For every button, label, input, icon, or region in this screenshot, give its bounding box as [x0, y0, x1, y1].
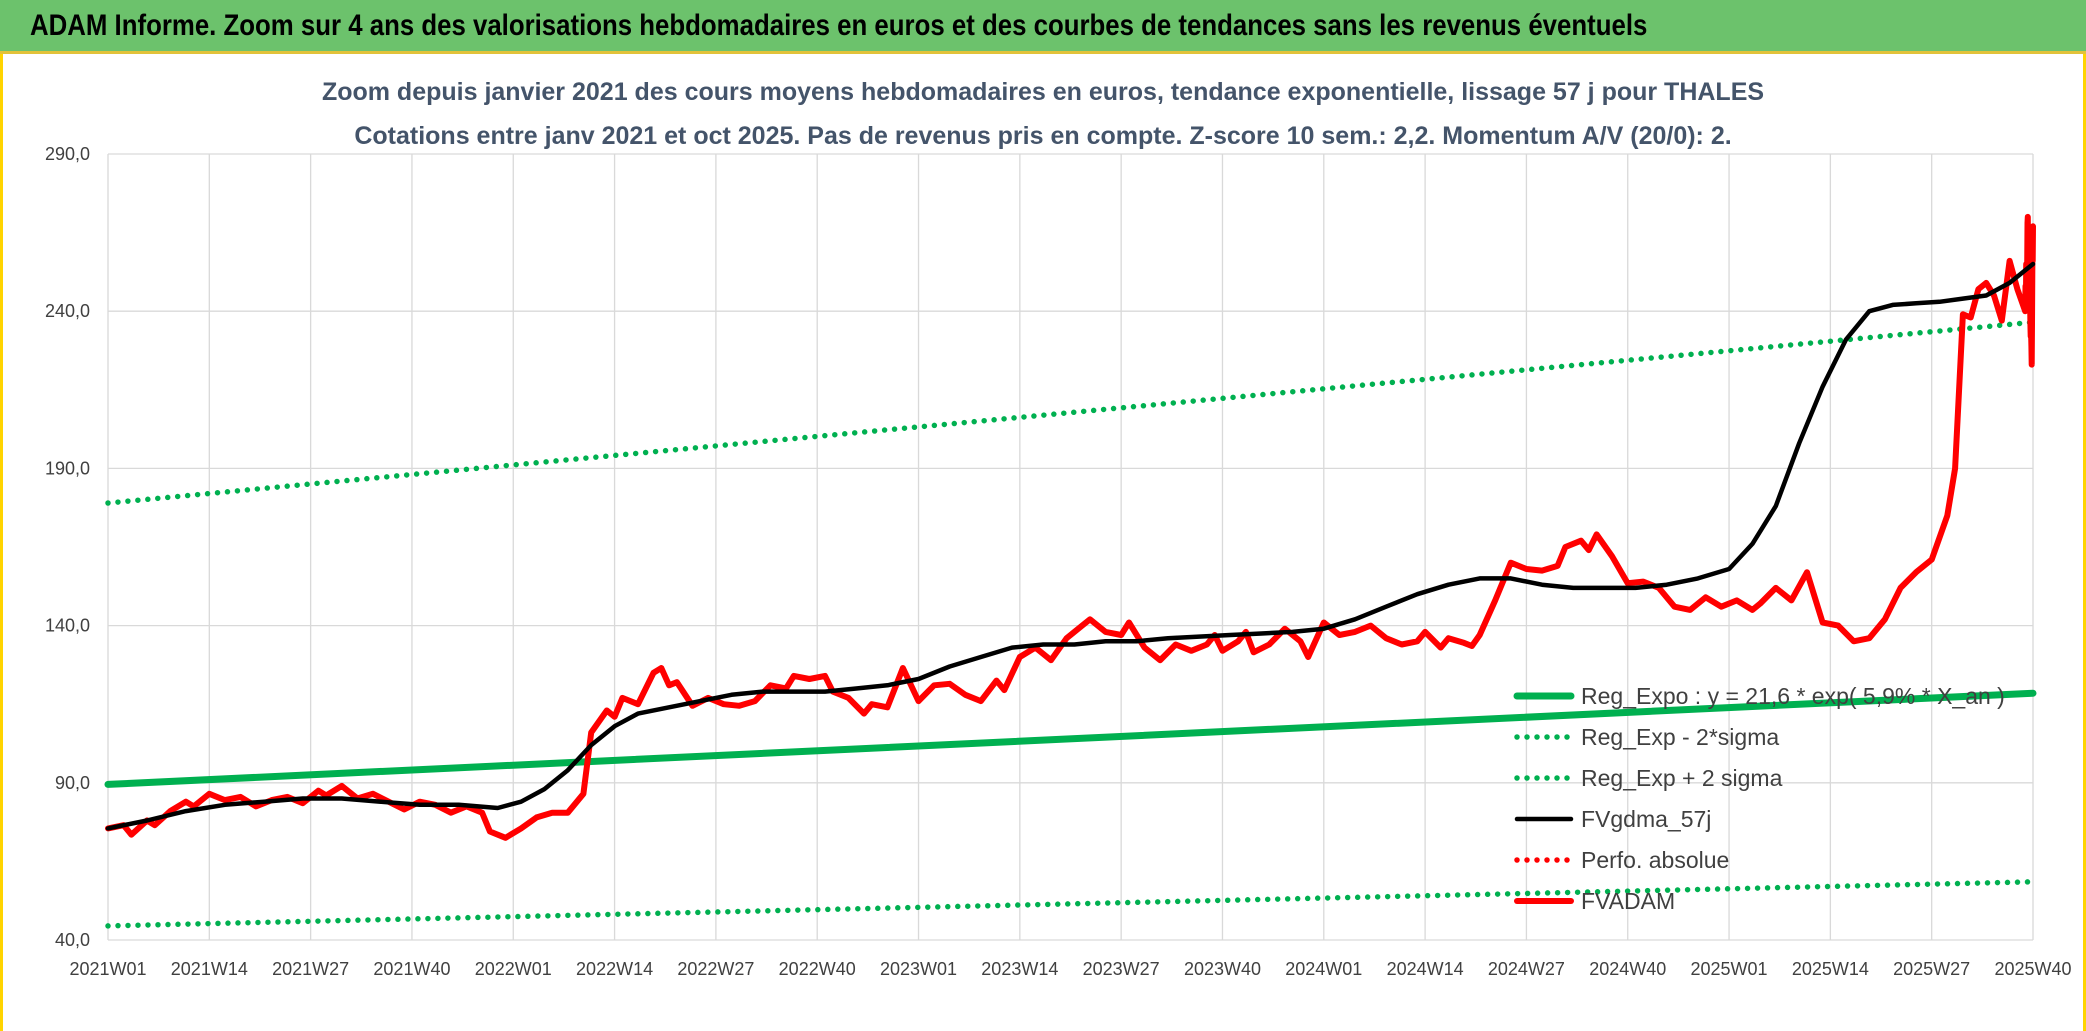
price-chart: Zoom depuis janvier 2021 des cours moyen…	[45, 78, 2072, 979]
legend: Reg_Expo : y = 21,6 * exp( 5,9% * X_an )…	[1513, 683, 2005, 914]
x-tick-label: 2022W27	[677, 959, 754, 979]
x-tick-label: 2022W40	[779, 959, 856, 979]
y-tick-label: 90,0	[55, 773, 90, 793]
x-tick-label: 2025W27	[1893, 959, 1970, 979]
series-line-fvgdma_57j	[105, 261, 2036, 831]
x-tick-label: 2023W01	[880, 959, 957, 979]
chart-frame: Zoom depuis janvier 2021 des cours moyen…	[0, 54, 2086, 1031]
x-tick-label: 2024W01	[1285, 959, 1362, 979]
x-tick-label: 2021W27	[272, 959, 349, 979]
series-line-reg_exp	[105, 319, 2036, 506]
x-tick-label: 2025W40	[1994, 959, 2071, 979]
y-tick-label: 140,0	[45, 616, 90, 636]
legend-label: FVADAM	[1581, 888, 1675, 914]
x-tick-label: 2025W01	[1691, 959, 1768, 979]
series-line-reg_exp	[105, 879, 2036, 929]
legend-label: Perfo. absolue	[1581, 847, 1729, 873]
x-tick-label: 2023W14	[981, 959, 1058, 979]
y-tick-label: 190,0	[45, 458, 90, 478]
x-tick-label: 2021W14	[171, 959, 248, 979]
x-tick-label: 2021W01	[69, 959, 146, 979]
x-tick-label: 2023W40	[1184, 959, 1261, 979]
x-tick-label: 2024W27	[1488, 959, 1565, 979]
chart-subtitle: Cotations entre janv 2021 et oct 2025. P…	[354, 122, 1731, 150]
x-tick-label: 2023W27	[1083, 959, 1160, 979]
grid	[107, 153, 2034, 941]
report-title: ADAM Informe. Zoom sur 4 ans des valoris…	[30, 9, 1648, 42]
series-lines	[104, 213, 2037, 929]
series-line-reg_expo	[104, 689, 2037, 788]
report-banner: ADAM Informe. Zoom sur 4 ans des valoris…	[0, 0, 2086, 54]
legend-label: FVgdma_57j	[1581, 806, 1711, 832]
x-tick-label: 2022W14	[576, 959, 653, 979]
chart-title: Zoom depuis janvier 2021 des cours moyen…	[322, 78, 1764, 106]
y-tick-label: 40,0	[55, 930, 90, 950]
y-tick-label: 240,0	[45, 301, 90, 321]
x-tick-label: 2024W40	[1589, 959, 1666, 979]
x-tick-label: 2025W14	[1792, 959, 1869, 979]
legend-label: Reg_Expo : y = 21,6 * exp( 5,9% * X_an )	[1581, 683, 2005, 709]
x-tick-label: 2021W40	[373, 959, 450, 979]
x-tick-label: 2022W01	[475, 959, 552, 979]
series-line-fvadam	[105, 213, 2036, 841]
legend-label: Reg_Exp - 2*sigma	[1581, 724, 1779, 750]
y-tick-label: 290,0	[45, 144, 90, 164]
x-tick-label: 2024W14	[1387, 959, 1464, 979]
legend-label: Reg_Exp + 2 sigma	[1581, 765, 1783, 791]
axis-labels: 290,0 240,0 190,0 140,0 90,0 40,0 2021W01 2021W…	[45, 144, 2072, 979]
